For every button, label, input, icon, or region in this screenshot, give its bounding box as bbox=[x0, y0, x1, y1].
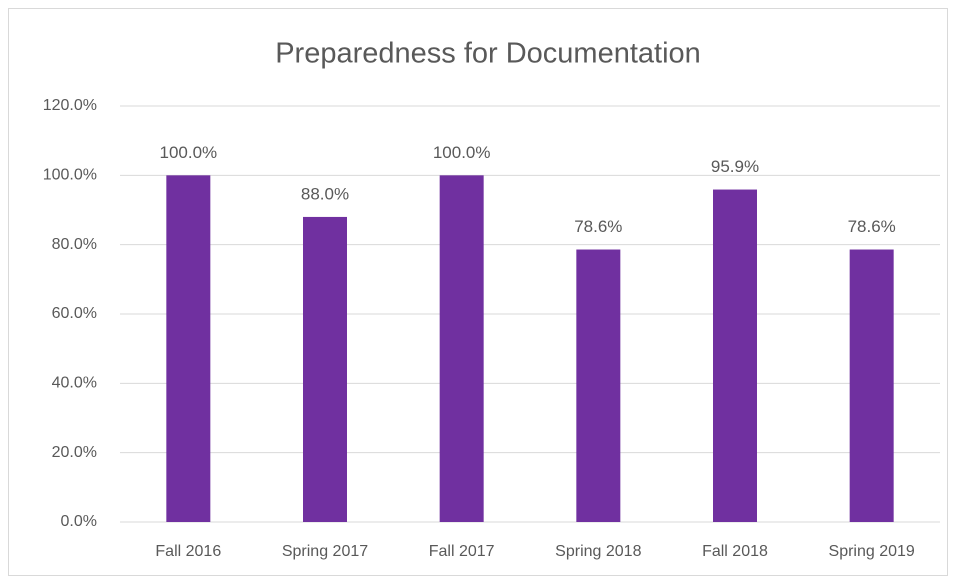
data-label: 78.6% bbox=[574, 217, 622, 236]
bar bbox=[576, 249, 621, 522]
x-tick-label: Spring 2019 bbox=[829, 543, 915, 560]
y-tick-label: 120.0% bbox=[43, 97, 97, 114]
data-label: 95.9% bbox=[711, 157, 759, 176]
data-label: 100.0% bbox=[433, 143, 491, 162]
bar bbox=[713, 189, 757, 522]
y-tick-label: 20.0% bbox=[52, 444, 97, 461]
data-label: 100.0% bbox=[159, 143, 217, 162]
x-tick-label: Fall 2016 bbox=[155, 543, 221, 560]
x-tick-label: Fall 2018 bbox=[702, 543, 768, 560]
data-label: 78.6% bbox=[848, 217, 896, 236]
y-tick-label: 100.0% bbox=[43, 167, 97, 184]
x-tick-label: Fall 2017 bbox=[429, 543, 495, 560]
y-tick-label: 40.0% bbox=[52, 375, 97, 392]
y-tick-label: 60.0% bbox=[52, 305, 97, 322]
bar bbox=[439, 175, 484, 523]
bar bbox=[303, 216, 347, 522]
chart-title: Preparedness for Documentation bbox=[275, 38, 701, 70]
x-tick-label: Spring 2018 bbox=[555, 543, 641, 560]
y-tick-label: 0.0% bbox=[61, 513, 97, 530]
bar bbox=[166, 175, 211, 523]
bar bbox=[849, 249, 894, 522]
y-tick-label: 80.0% bbox=[52, 236, 97, 253]
x-tick-label: Spring 2017 bbox=[282, 543, 368, 560]
data-label: 88.0% bbox=[301, 184, 349, 203]
